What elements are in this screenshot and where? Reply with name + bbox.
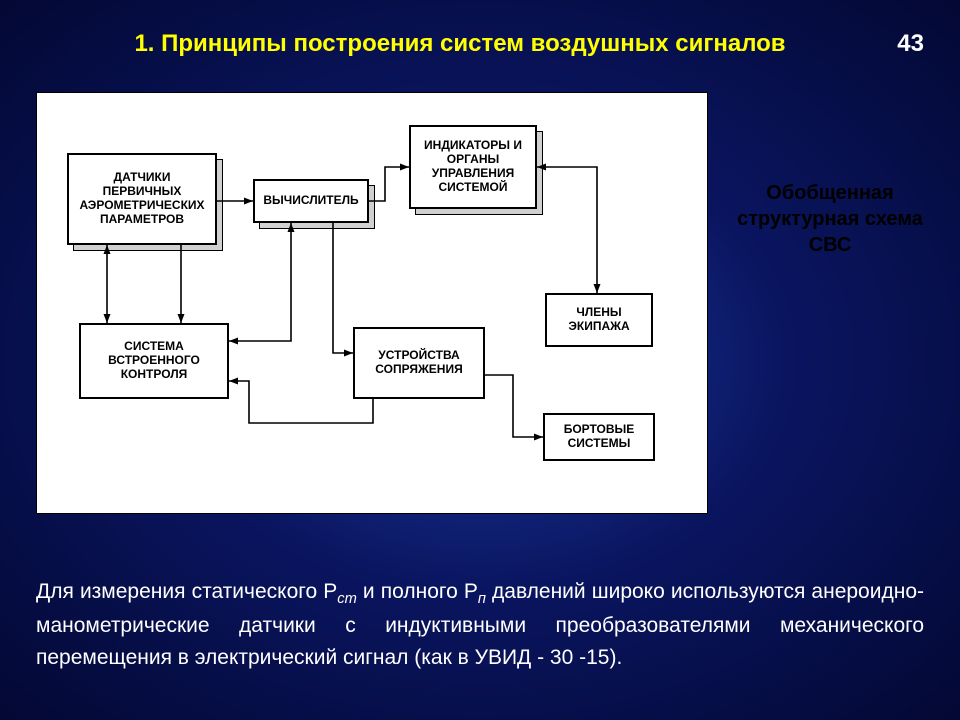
edge-line xyxy=(485,375,543,437)
sub-st: ст xyxy=(337,591,357,607)
edge-line xyxy=(333,223,353,353)
sub-p: п xyxy=(478,591,486,607)
node-onboard: БОРТОВЫЕ СИСТЕМЫ xyxy=(543,413,655,461)
diagram-caption: Обобщенная структурная схема СВС xyxy=(720,180,940,258)
node-label-crew: ЧЛЕНЫ ЭКИПАЖА xyxy=(547,304,651,336)
edge-line xyxy=(229,381,373,423)
edge-line xyxy=(537,167,597,293)
edge-line xyxy=(229,223,291,341)
node-label-bit: СИСТЕМА ВСТРОЕННОГО КОНТРОЛЯ xyxy=(81,338,227,383)
node-calculator: ВЫЧИСЛИТЕЛЬ xyxy=(253,179,369,223)
node-label-calculator: ВЫЧИСЛИТЕЛЬ xyxy=(259,192,362,210)
node-bit: СИСТЕМА ВСТРОЕННОГО КОНТРОЛЯ xyxy=(79,323,229,399)
node-label-sensors: ДАТЧИКИ ПЕРВИЧНЫХ АЭРОМЕТРИЧЕСКИХ ПАРАМЕ… xyxy=(69,169,215,228)
node-label-coupling: УСТРОЙСТВА СОПРЯЖЕНИЯ xyxy=(355,347,483,379)
bottom-paragraph: Для измерения статического Pст и полного… xyxy=(36,576,924,673)
node-sensors: ДАТЧИКИ ПЕРВИЧНЫХ АЭРОМЕТРИЧЕСКИХ ПАРАМЕ… xyxy=(67,153,217,245)
para-part2: и полного P xyxy=(357,580,478,603)
page-number: 43 xyxy=(897,30,924,58)
edge-line xyxy=(369,167,409,201)
para-part1: Для измерения статического P xyxy=(36,580,337,603)
slide-title: 1. Принципы построения систем воздушных … xyxy=(100,28,820,59)
node-crew: ЧЛЕНЫ ЭКИПАЖА xyxy=(545,293,653,347)
node-label-indicators: ИНДИКАТОРЫ И ОРГАНЫ УПРАВЛЕНИЯ СИСТЕМОЙ xyxy=(411,137,535,196)
node-label-onboard: БОРТОВЫЕ СИСТЕМЫ xyxy=(545,421,653,453)
node-coupling: УСТРОЙСТВА СОПРЯЖЕНИЯ xyxy=(353,327,485,399)
node-indicators: ИНДИКАТОРЫ И ОРГАНЫ УПРАВЛЕНИЯ СИСТЕМОЙ xyxy=(409,125,537,209)
diagram-canvas: ДАТЧИКИ ПЕРВИЧНЫХ АЭРОМЕТРИЧЕСКИХ ПАРАМЕ… xyxy=(36,92,708,514)
